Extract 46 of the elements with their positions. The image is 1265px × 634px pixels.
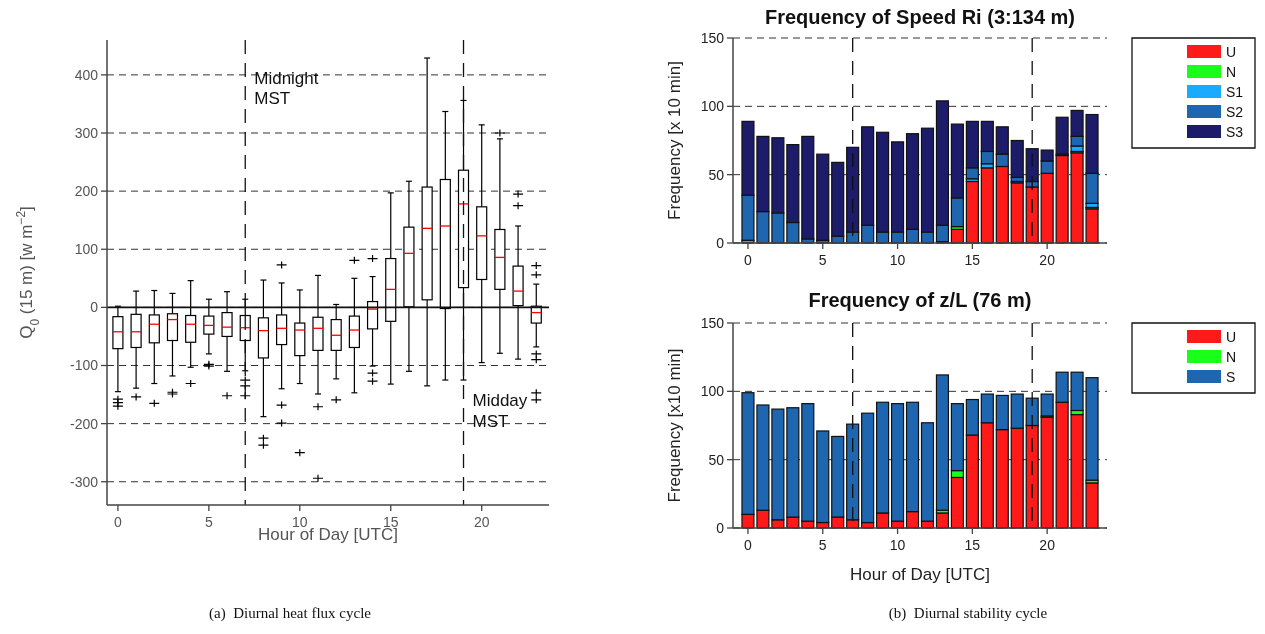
- y-tick-label: 100: [700, 383, 725, 400]
- y-tick-label: 100: [700, 98, 725, 115]
- legend-label: S1: [1226, 83, 1244, 100]
- chart-title: Frequency of z/L (76 m): [808, 289, 1032, 311]
- x-tick-label: 20: [473, 514, 490, 530]
- legend-label: U: [1226, 328, 1237, 345]
- legend-label: S2: [1226, 103, 1244, 120]
- x-tick-label: 0: [744, 252, 753, 268]
- x-tick-label: 15: [964, 537, 981, 553]
- legend-label: N: [1226, 63, 1237, 80]
- y-tick-label: -300: [69, 473, 99, 490]
- y-tick-label: 400: [74, 66, 99, 83]
- chart-title: Frequency of Speed Ri (3:134 m): [764, 6, 1076, 28]
- y-tick-label: 300: [74, 124, 99, 141]
- x-tick-label: 20: [1039, 537, 1056, 553]
- x-tick-label: 20: [1039, 252, 1056, 268]
- y-tick-label: 100: [74, 241, 99, 258]
- x-tick-label: 10: [889, 252, 906, 268]
- legend-label: U: [1226, 43, 1237, 60]
- annotation: Midday MST: [472, 391, 528, 431]
- y-tick-label: -200: [69, 415, 99, 432]
- y-tick-label: 200: [74, 183, 99, 200]
- x-tick-label: 15: [964, 252, 981, 268]
- y-tick-label: 0: [716, 234, 725, 251]
- y-tick-label: 0: [90, 299, 99, 316]
- x-tick-label: 5: [818, 252, 827, 268]
- y-tick-label: -100: [69, 357, 99, 374]
- annotation: Midnight MST: [254, 68, 319, 108]
- x-tick-label: 5: [818, 537, 827, 553]
- x-tick-label: 0: [744, 537, 753, 553]
- x-tick-label: 10: [889, 537, 906, 553]
- x-tick-label: 10: [292, 514, 308, 530]
- text: (a) Diurnal heat flux cycle: [208, 605, 372, 622]
- y-tick-label: 150: [700, 29, 725, 46]
- y-axis-title: Frequency [x 10 min]: [665, 61, 684, 220]
- y-tick-label: 50: [708, 451, 725, 468]
- legend-label: N: [1226, 348, 1237, 365]
- legend-label: S: [1226, 368, 1236, 385]
- x-tick-label: 0: [114, 514, 123, 530]
- y-axis-title: Frequency [x10 min]: [665, 348, 684, 503]
- text: (b) Diurnal stability cycle: [888, 605, 1048, 622]
- y-tick-label: 150: [700, 314, 725, 331]
- y-tick-label: 50: [708, 166, 725, 183]
- legend-label: S3: [1226, 123, 1244, 140]
- x-axis-title: Hour of Day [UTC]: [850, 565, 990, 584]
- x-tick-label: 5: [204, 514, 213, 530]
